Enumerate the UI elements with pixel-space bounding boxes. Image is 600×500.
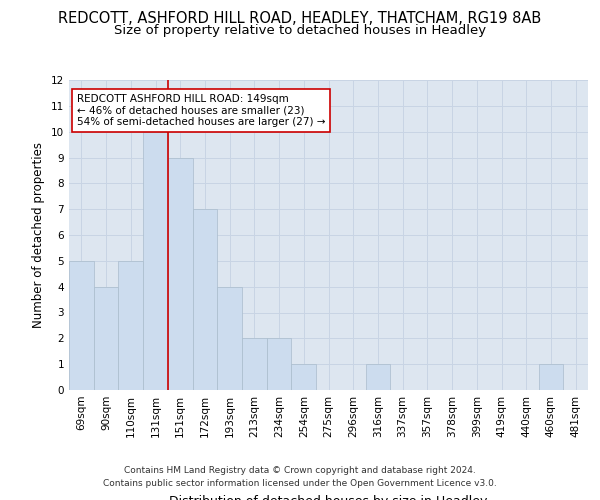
Bar xyxy=(193,209,217,390)
Bar xyxy=(242,338,267,390)
Bar xyxy=(143,132,168,390)
Text: REDCOTT ASHFORD HILL ROAD: 149sqm
← 46% of detached houses are smaller (23)
54% : REDCOTT ASHFORD HILL ROAD: 149sqm ← 46% … xyxy=(77,94,325,127)
X-axis label: Distribution of detached houses by size in Headley: Distribution of detached houses by size … xyxy=(169,496,488,500)
Bar xyxy=(267,338,292,390)
Bar xyxy=(168,158,193,390)
Bar xyxy=(94,286,118,390)
Bar xyxy=(69,261,94,390)
Y-axis label: Number of detached properties: Number of detached properties xyxy=(32,142,46,328)
Text: REDCOTT, ASHFORD HILL ROAD, HEADLEY, THATCHAM, RG19 8AB: REDCOTT, ASHFORD HILL ROAD, HEADLEY, THA… xyxy=(58,11,542,26)
Bar xyxy=(118,261,143,390)
Bar xyxy=(217,286,242,390)
Text: Contains HM Land Registry data © Crown copyright and database right 2024.
Contai: Contains HM Land Registry data © Crown c… xyxy=(103,466,497,487)
Text: Size of property relative to detached houses in Headley: Size of property relative to detached ho… xyxy=(114,24,486,37)
Bar xyxy=(292,364,316,390)
Bar xyxy=(539,364,563,390)
Bar xyxy=(365,364,390,390)
